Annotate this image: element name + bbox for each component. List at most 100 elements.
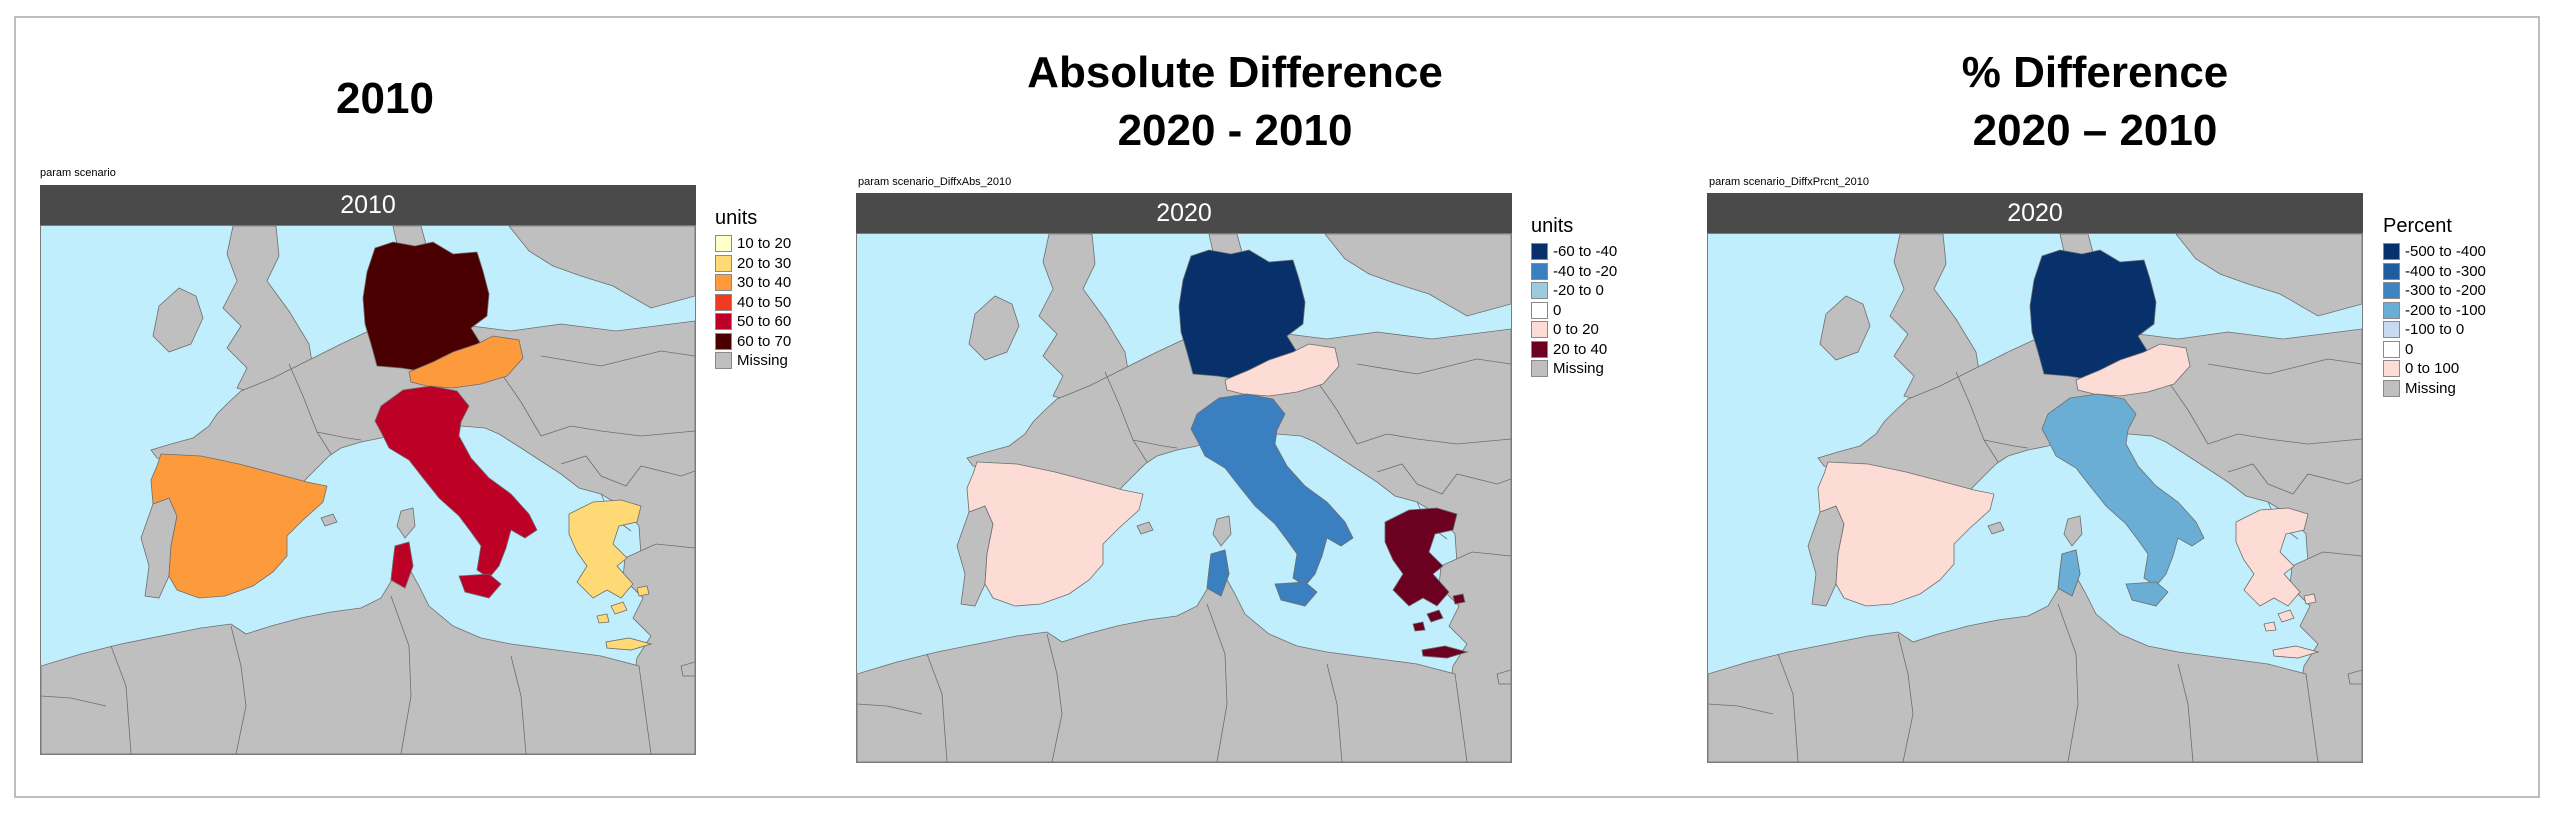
legend-swatch bbox=[1531, 262, 1548, 280]
country-border-line bbox=[2057, 603, 2079, 762]
legend-item: 30 to 40 bbox=[715, 273, 791, 293]
legend-item: -400 to -300 bbox=[2383, 262, 2486, 282]
legend-item: 0 bbox=[1531, 301, 1617, 321]
country-border-line bbox=[1983, 439, 2029, 449]
panel-title-1: 2010 bbox=[115, 70, 655, 128]
region-italy bbox=[2041, 393, 2205, 587]
legend-swatch bbox=[715, 332, 732, 350]
region-greek-islands bbox=[2263, 593, 2317, 632]
map-panel-3 bbox=[1707, 233, 2363, 763]
map-svg-2 bbox=[857, 234, 1511, 762]
legend-swatch bbox=[2383, 321, 2400, 339]
ireland-shape bbox=[152, 287, 204, 353]
corsica-shape bbox=[2063, 515, 2083, 547]
legend-label: -300 to -200 bbox=[2405, 282, 2486, 300]
map-panel-1 bbox=[40, 225, 696, 755]
legend-swatch bbox=[2383, 243, 2400, 261]
region-greece bbox=[568, 499, 642, 599]
region-italy bbox=[1190, 393, 1354, 587]
panel-title-2-line-1: Absolute Difference bbox=[1027, 48, 1443, 97]
legend-label: -60 to -40 bbox=[1553, 243, 1618, 261]
country-border-line bbox=[1104, 371, 1148, 463]
country-border-line bbox=[1897, 633, 1914, 762]
param-label-1: param scenario bbox=[40, 167, 116, 179]
region-sicily bbox=[458, 573, 502, 599]
corsica-shape bbox=[1212, 515, 1232, 547]
legend-label: Missing bbox=[737, 352, 788, 370]
legend-item: -60 to -40 bbox=[1531, 242, 1617, 262]
legend-item: 10 to 20 bbox=[715, 234, 791, 254]
legend-item: -100 to 0 bbox=[2383, 320, 2486, 340]
map-svg-3 bbox=[1708, 234, 2362, 762]
cyprus-shape bbox=[680, 661, 695, 677]
legend-item: Missing bbox=[715, 351, 791, 371]
legend-item: -20 to 0 bbox=[1531, 281, 1617, 301]
legend-label: -100 to 0 bbox=[2405, 321, 2465, 339]
country-border-line bbox=[110, 645, 132, 754]
legend-swatch bbox=[715, 352, 732, 370]
legend-swatch bbox=[2383, 340, 2400, 358]
region-crete-region bbox=[2272, 645, 2320, 659]
balearic-shape bbox=[320, 513, 338, 527]
legend-label: Missing bbox=[2405, 379, 2456, 397]
region-greek-islands bbox=[596, 585, 650, 624]
ireland-shape bbox=[968, 295, 1020, 361]
legend-label: 0 bbox=[1553, 301, 1562, 319]
facet-strip-3: 2020 bbox=[1707, 193, 2363, 233]
legend-label: 10 to 20 bbox=[737, 235, 792, 253]
legend-swatch bbox=[715, 235, 732, 253]
panel-title-2: Absolute Difference 2020 - 2010 bbox=[905, 44, 1565, 160]
legend-items-1: 10 to 20 20 to 30 30 to 40 40 to 50 50 to 60… bbox=[715, 234, 791, 371]
country-border-line bbox=[510, 655, 527, 754]
cyprus-shape bbox=[2347, 669, 2362, 685]
country-border-line bbox=[857, 703, 923, 715]
region-austria bbox=[408, 335, 524, 389]
legend-item: Missing bbox=[1531, 359, 1617, 379]
legend-label: 40 to 50 bbox=[737, 293, 792, 311]
legend-label: 30 to 40 bbox=[737, 274, 792, 292]
region-spain bbox=[1817, 461, 1995, 607]
legend-swatch bbox=[715, 274, 732, 292]
legend-label: 0 to 20 bbox=[1553, 321, 1599, 339]
legend-3: Percent -500 to -400 -400 to -300 -300 to … bbox=[2383, 214, 2486, 398]
facet-strip-2: 2020 bbox=[856, 193, 1512, 233]
panel-title-2-line-2: 2020 - 2010 bbox=[1117, 106, 1353, 155]
region-sardinia bbox=[2057, 549, 2081, 597]
legend-swatch bbox=[715, 293, 732, 311]
legend-1: units 10 to 20 20 to 30 30 to 40 40 to 50 50… bbox=[715, 206, 791, 371]
region-spain bbox=[966, 461, 1144, 607]
region-spain bbox=[150, 453, 328, 599]
region-sardinia bbox=[1206, 549, 1230, 597]
country-border-line bbox=[41, 695, 107, 707]
legend-label: 50 to 60 bbox=[737, 313, 792, 331]
panel-title-3: % Difference 2020 – 2010 bbox=[1765, 44, 2425, 160]
country-border-line bbox=[1356, 358, 1511, 375]
region-crete-region bbox=[1421, 645, 1469, 659]
legend-title-2: units bbox=[1531, 215, 1574, 237]
cyprus-shape bbox=[1496, 669, 1511, 685]
corsica-shape bbox=[396, 507, 416, 539]
legend-label: -500 to -400 bbox=[2405, 243, 2486, 261]
legend-label: 20 to 40 bbox=[1553, 340, 1608, 358]
country-border-line bbox=[2177, 663, 2194, 762]
map-svg-1 bbox=[41, 226, 695, 754]
legend-swatch bbox=[1531, 282, 1548, 300]
legend-label: 0 to 100 bbox=[2405, 360, 2460, 378]
country-border-line bbox=[1206, 603, 1228, 762]
balearic-shape bbox=[1987, 521, 2005, 535]
country-border-line bbox=[1955, 371, 1999, 463]
country-border-line bbox=[2227, 463, 2362, 495]
region-austria bbox=[2075, 343, 2191, 397]
legend-item: Missing bbox=[2383, 379, 2486, 399]
legend-title-3: Percent bbox=[2383, 215, 2452, 237]
country-border-line bbox=[540, 425, 695, 437]
legend-item: 0 to 20 bbox=[1531, 320, 1617, 340]
country-border-line bbox=[926, 653, 948, 762]
country-border-line bbox=[2207, 433, 2362, 445]
param-label-2: param scenario_DiffxAbs_2010 bbox=[858, 176, 1012, 188]
region-austria bbox=[1224, 343, 1340, 397]
scandinavia-shape bbox=[1324, 234, 1511, 317]
country-border-line bbox=[2207, 358, 2362, 375]
map-panel-2 bbox=[856, 233, 1512, 763]
